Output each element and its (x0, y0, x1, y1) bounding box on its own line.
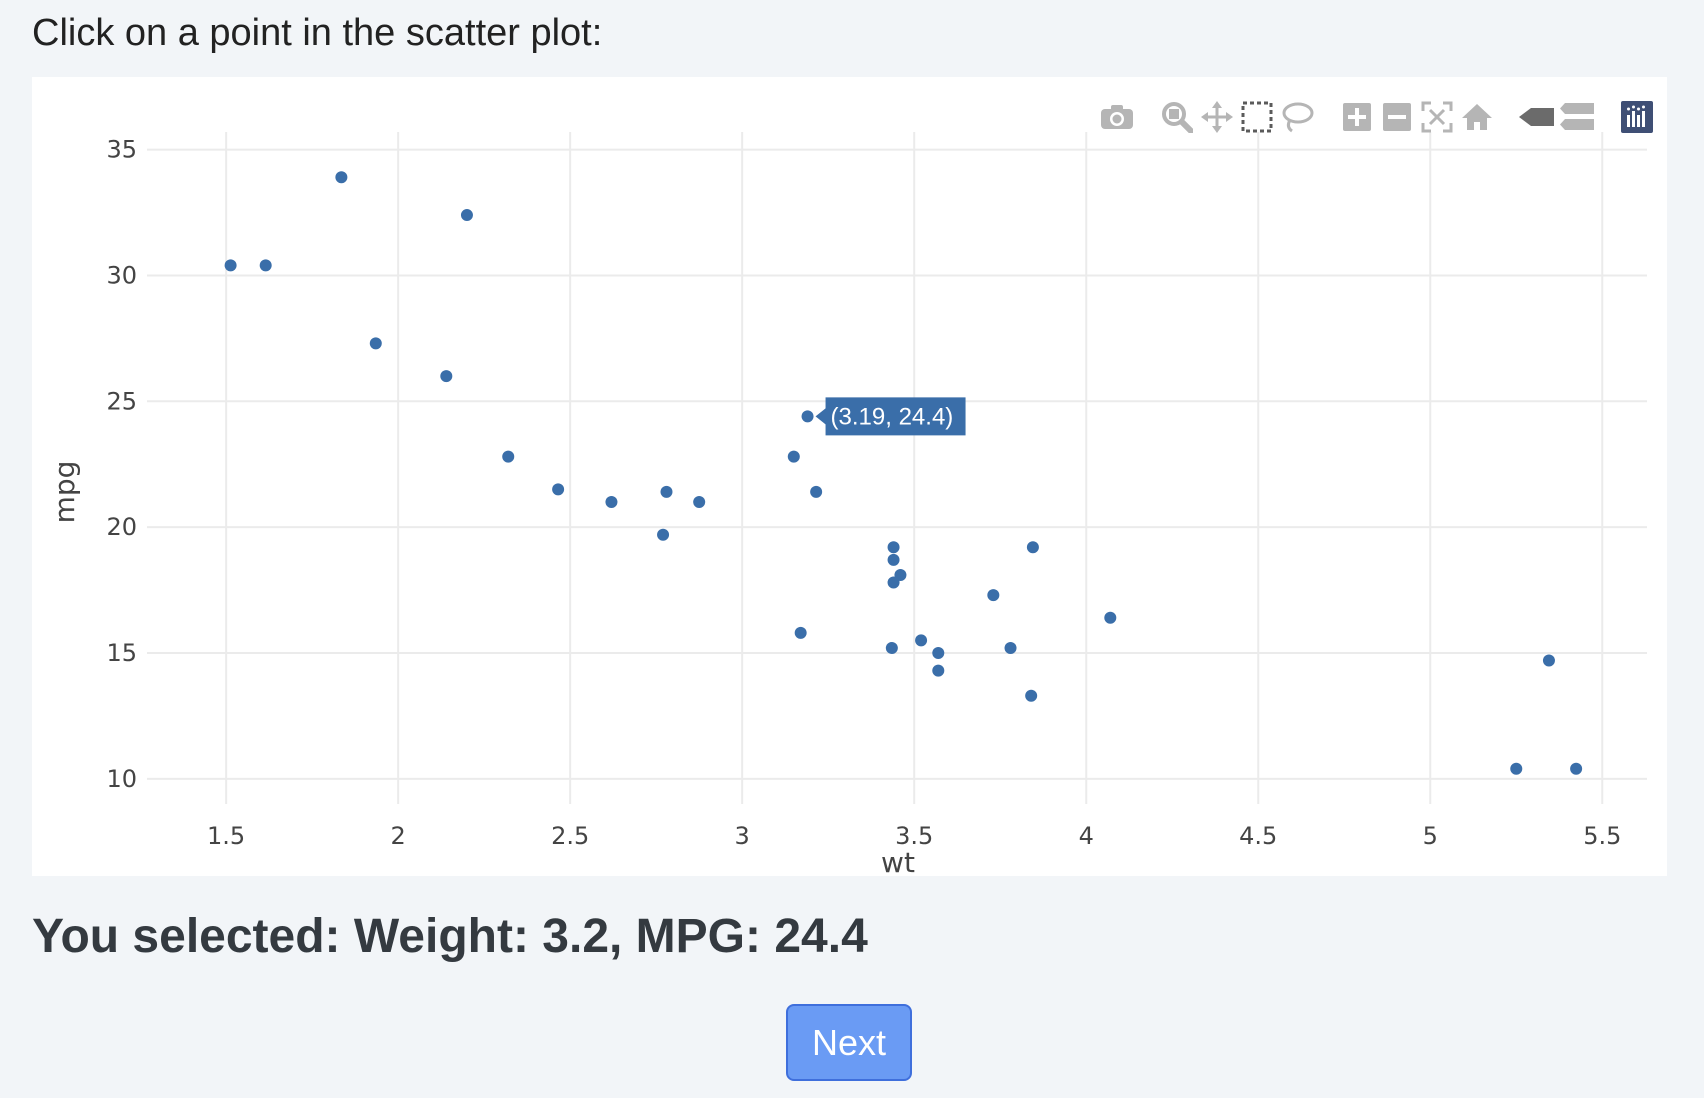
lasso-select-button[interactable] (1277, 97, 1317, 137)
data-point[interactable] (440, 370, 453, 383)
data-point[interactable] (224, 259, 237, 272)
data-point[interactable] (887, 541, 900, 554)
reset-axes-icon (1462, 104, 1492, 130)
hover-tooltip: (3.19, 24.4) (815, 397, 966, 436)
spike-lines-icon (1519, 108, 1554, 126)
x-tick-label: 4.5 (1239, 822, 1277, 850)
hover-tooltip-label: (3.19, 24.4) (831, 403, 954, 430)
scatter-plot-container[interactable]: 1.5 2 2.5 3 3.5 4 4.5 5 5.5 10 15 20 25 30 35 wt mpg … (32, 77, 1667, 876)
data-point[interactable] (915, 634, 928, 647)
data-point[interactable] (657, 528, 670, 541)
x-axis-title: wt (881, 846, 915, 876)
zoom-out-button[interactable] (1377, 97, 1417, 137)
data-point[interactable] (987, 589, 1000, 602)
data-point[interactable] (887, 553, 900, 566)
pan-icon (1201, 101, 1233, 133)
data-point[interactable] (660, 485, 673, 498)
y-tick-label: 15 (106, 639, 137, 667)
download-plot-button[interactable] (1097, 97, 1137, 137)
y-axis-ticks: 10 15 20 25 30 35 (106, 136, 137, 793)
data-point[interactable] (810, 485, 823, 498)
data-point[interactable] (460, 209, 473, 222)
lasso-select-icon (1282, 102, 1314, 133)
compare-hover-icon (1560, 103, 1594, 130)
x-axis-ticks: 1.5 2 2.5 3 3.5 4 4.5 5 5.5 (207, 822, 1621, 850)
instruction-text: Click on a point in the scatter plot: (32, 12, 603, 54)
data-point[interactable] (1025, 689, 1038, 702)
box-select-button[interactable] (1237, 97, 1277, 137)
data-point[interactable] (887, 576, 900, 589)
data-point[interactable] (885, 641, 898, 654)
data-point[interactable] (369, 337, 382, 350)
zoom-out-icon (1383, 103, 1411, 131)
zoom-in-button[interactable] (1337, 97, 1377, 137)
data-point[interactable] (932, 646, 945, 659)
camera-icon (1101, 105, 1133, 129)
next-button[interactable]: Next (786, 1004, 912, 1081)
data-point[interactable] (259, 259, 272, 272)
x-tick-label: 3.5 (895, 822, 933, 850)
autoscale-button[interactable] (1417, 97, 1457, 137)
x-tick-label: 5 (1423, 822, 1438, 850)
reset-axes-button[interactable] (1457, 97, 1497, 137)
x-tick-label: 2.5 (551, 822, 589, 850)
zoom-icon (1162, 102, 1193, 133)
x-tick-label: 2 (391, 822, 406, 850)
y-tick-label: 10 (106, 765, 137, 793)
plotly-logo-link[interactable] (1617, 97, 1657, 137)
data-point[interactable] (787, 450, 800, 463)
data-point[interactable] (801, 410, 814, 423)
hover-tooltip-box (815, 397, 966, 436)
grid-lines (147, 132, 1647, 804)
y-tick-label: 25 (106, 387, 137, 415)
x-tick-label: 1.5 (207, 822, 245, 850)
data-point[interactable] (1510, 762, 1523, 775)
x-tick-label: 4 (1079, 822, 1094, 850)
data-point[interactable] (932, 664, 945, 677)
data-point[interactable] (502, 450, 515, 463)
spike-lines-button[interactable] (1517, 97, 1557, 137)
data-point[interactable] (1004, 641, 1017, 654)
data-point[interactable] (552, 483, 565, 496)
zoom-in-icon (1343, 103, 1371, 131)
y-tick-label: 30 (106, 261, 137, 289)
data-point[interactable] (1570, 762, 1583, 775)
data-points[interactable] (224, 171, 1583, 775)
data-point[interactable] (335, 171, 348, 184)
pan-button[interactable] (1197, 97, 1237, 137)
x-tick-label: 3 (735, 822, 750, 850)
plotly-logo-icon (1621, 101, 1653, 133)
x-tick-label: 5.5 (1583, 822, 1621, 850)
data-point[interactable] (693, 495, 706, 508)
compare-hover-button[interactable] (1557, 97, 1597, 137)
y-tick-label: 20 (106, 513, 137, 541)
data-point[interactable] (1026, 541, 1039, 554)
y-tick-label: 35 (106, 136, 137, 164)
data-point[interactable] (1542, 654, 1555, 667)
box-select-icon (1241, 101, 1273, 133)
plot-modebar (1097, 97, 1657, 137)
data-point[interactable] (1104, 611, 1117, 624)
data-point[interactable] (605, 495, 618, 508)
data-point[interactable] (794, 626, 807, 639)
zoom-button[interactable] (1157, 97, 1197, 137)
autoscale-icon (1421, 101, 1453, 133)
y-axis-title: mpg (48, 461, 81, 524)
selection-output: You selected: Weight: 3.2, MPG: 24.4 (32, 910, 868, 963)
